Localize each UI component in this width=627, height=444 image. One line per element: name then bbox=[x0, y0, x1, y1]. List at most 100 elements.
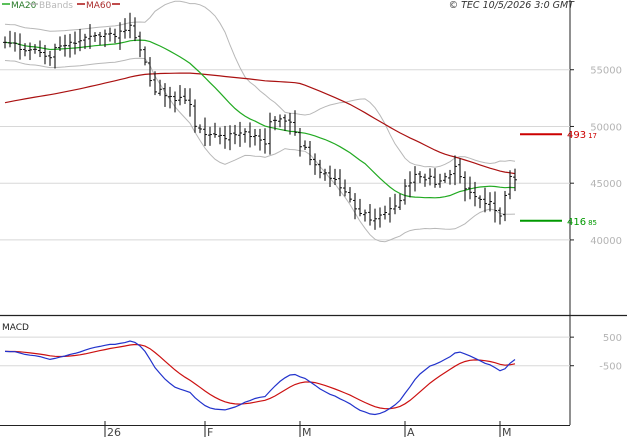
bollinger-lower-line bbox=[4, 57, 516, 243]
price-bar bbox=[103, 29, 107, 48]
copyright-notice: © TEC 10/5/2026 3:0 GMT bbox=[449, 0, 576, 11]
price-bar bbox=[43, 44, 47, 65]
price-bar bbox=[168, 86, 172, 109]
macd-y-axis: 500 -500 bbox=[570, 333, 622, 373]
price-bar bbox=[338, 169, 342, 197]
x-tick-label: M bbox=[302, 426, 312, 439]
price-bar bbox=[218, 127, 222, 145]
price-bar bbox=[73, 31, 77, 55]
price-y-tick-label: 40000 bbox=[590, 236, 622, 247]
price-bar bbox=[323, 168, 327, 181]
price-bar bbox=[273, 116, 277, 131]
price-bar bbox=[503, 190, 507, 222]
price-bar bbox=[373, 208, 377, 230]
price-bar bbox=[33, 44, 37, 54]
level-label-int: 493 bbox=[567, 130, 586, 141]
price-bar bbox=[28, 42, 32, 61]
price-bar bbox=[238, 121, 242, 147]
price-bar bbox=[18, 33, 22, 60]
level-label-dec: 85 bbox=[588, 219, 597, 227]
price-bar bbox=[248, 122, 252, 148]
price-y-tick-label: 45000 bbox=[590, 179, 622, 190]
price-bar bbox=[398, 193, 402, 211]
macd-panel-title: MACD bbox=[2, 323, 29, 333]
grid bbox=[0, 69, 570, 367]
x-tick-label: M bbox=[502, 426, 512, 439]
price-bar bbox=[178, 85, 182, 106]
price-bar bbox=[223, 125, 227, 149]
macd-line bbox=[4, 340, 516, 416]
price-bar bbox=[68, 33, 72, 58]
price-bar bbox=[153, 71, 157, 96]
legend-ma20-label: MA20 bbox=[11, 1, 37, 11]
price-bar bbox=[423, 173, 427, 187]
price-bar bbox=[333, 168, 337, 186]
price-bar bbox=[113, 28, 117, 44]
ma20-line bbox=[4, 39, 516, 199]
price-bar bbox=[488, 192, 492, 212]
price-bar bbox=[13, 32, 17, 52]
price-bar bbox=[243, 128, 247, 143]
x-tick-label: F bbox=[207, 426, 213, 439]
bollinger-bands bbox=[4, 0, 516, 243]
price-bar bbox=[53, 43, 57, 69]
price-bar bbox=[3, 36, 7, 49]
x-tick-label: 26 bbox=[107, 426, 121, 439]
price-bar bbox=[228, 125, 232, 151]
price-bar bbox=[288, 112, 292, 135]
price-bar bbox=[58, 36, 62, 51]
level-label: 416 85 bbox=[567, 217, 597, 228]
ma60-line bbox=[4, 72, 516, 175]
price-bar bbox=[213, 122, 217, 138]
price-bar bbox=[23, 43, 27, 57]
price-bar bbox=[508, 170, 512, 200]
price-bar bbox=[498, 207, 502, 225]
price-bar bbox=[413, 166, 417, 192]
price-bar bbox=[453, 155, 457, 186]
price-y-tick-label: 55000 bbox=[590, 66, 622, 77]
price-bar bbox=[93, 32, 97, 42]
price-y-axis: 55000 50000 45000 40000 bbox=[570, 66, 622, 247]
price-bar bbox=[428, 168, 432, 186]
price-bar bbox=[393, 193, 397, 215]
price-bar bbox=[378, 207, 382, 228]
price-bar bbox=[203, 117, 207, 147]
price-bar bbox=[278, 114, 282, 128]
price-bar bbox=[433, 168, 437, 188]
moving-averages bbox=[4, 39, 516, 199]
level-label-dec: 17 bbox=[588, 132, 597, 140]
legend-ma60-label: MA60 bbox=[86, 1, 112, 11]
price-bar bbox=[343, 179, 347, 197]
price-bar bbox=[88, 24, 92, 49]
price-bar bbox=[188, 88, 192, 117]
price-bar bbox=[48, 50, 52, 66]
price-bar bbox=[473, 181, 477, 207]
price-bars bbox=[3, 12, 517, 230]
x-axis: 26 F M A M bbox=[104, 421, 512, 439]
price-bar bbox=[163, 83, 167, 107]
price-bar bbox=[403, 179, 407, 205]
price-bar bbox=[133, 17, 137, 42]
price-bar bbox=[123, 18, 127, 39]
price-bar bbox=[258, 128, 262, 151]
price-levels: 493 17 416 85 bbox=[520, 130, 597, 228]
price-bar bbox=[108, 27, 112, 42]
price-bar bbox=[233, 124, 237, 145]
legend: MA20 BBands MA60 bbox=[2, 1, 120, 11]
level-label-int: 416 bbox=[567, 217, 586, 228]
price-bar bbox=[148, 57, 152, 87]
price-bar bbox=[313, 153, 317, 175]
macd-y-tick-label: 500 bbox=[603, 333, 622, 344]
price-bar bbox=[143, 46, 147, 66]
price-bar bbox=[38, 40, 42, 58]
price-bar bbox=[118, 22, 122, 50]
price-bar bbox=[438, 173, 442, 188]
price-bar bbox=[98, 31, 102, 46]
price-bar bbox=[283, 114, 287, 132]
price-bar bbox=[263, 128, 267, 154]
price-bar bbox=[173, 91, 177, 113]
price-bar bbox=[63, 34, 67, 57]
price-bar bbox=[253, 128, 257, 146]
